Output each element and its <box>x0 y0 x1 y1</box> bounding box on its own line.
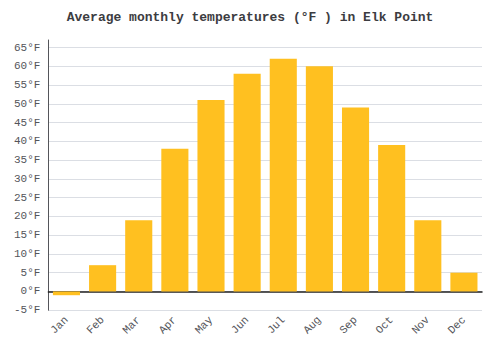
svg-text:Jun: Jun <box>229 314 251 336</box>
svg-text:Mar: Mar <box>121 314 143 336</box>
svg-text:5°F: 5°F <box>21 267 41 279</box>
svg-text:30°F: 30°F <box>14 173 40 185</box>
svg-text:50°F: 50°F <box>14 98 40 110</box>
svg-text:Aug: Aug <box>301 314 323 336</box>
svg-text:0°F: 0°F <box>21 285 41 297</box>
svg-text:Dec: Dec <box>446 314 468 336</box>
svg-text:Feb: Feb <box>84 314 106 336</box>
svg-text:Apr: Apr <box>157 314 179 336</box>
svg-text:15°F: 15°F <box>14 229 40 241</box>
svg-text:60°F: 60°F <box>14 60 40 72</box>
svg-text:55°F: 55°F <box>14 79 40 91</box>
svg-text:10°F: 10°F <box>14 248 40 260</box>
svg-text:Nov: Nov <box>410 314 433 337</box>
svg-text:May: May <box>193 314 216 337</box>
svg-text:40°F: 40°F <box>14 135 40 147</box>
svg-text:Jan: Jan <box>48 314 70 336</box>
svg-text:Average monthly temperatures (: Average monthly temperatures (°F ) in El… <box>67 10 434 25</box>
svg-text:Jul: Jul <box>265 314 287 336</box>
svg-text:20°F: 20°F <box>14 210 40 222</box>
svg-text:35°F: 35°F <box>14 154 40 166</box>
svg-text:25°F: 25°F <box>14 192 40 204</box>
svg-text:Sep: Sep <box>337 314 359 336</box>
svg-text:45°F: 45°F <box>14 117 40 129</box>
svg-text:65°F: 65°F <box>14 42 40 54</box>
svg-text:-5°F: -5°F <box>14 304 40 316</box>
svg-text:Oct: Oct <box>373 314 395 336</box>
